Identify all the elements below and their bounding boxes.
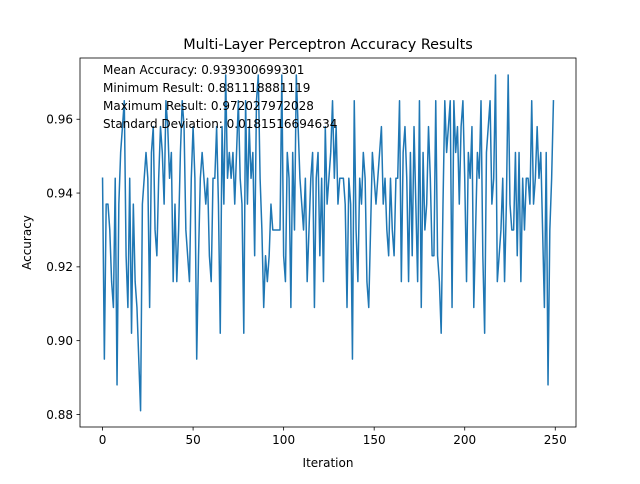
x-tick-label: 250	[544, 433, 567, 447]
x-tick-label: 100	[272, 433, 295, 447]
x-axis-ticks: 0 50 100 150 200 250	[99, 427, 567, 447]
y-tick-label: 0.94	[46, 186, 73, 200]
chart-title: Multi-Layer Perceptron Accuracy Results	[183, 37, 473, 53]
y-axis-label: Accuracy	[20, 215, 34, 270]
axes-frame	[79, 57, 577, 428]
x-tick-label: 50	[185, 433, 200, 447]
maximum-result-text: Maximum Result: 0.972027972028	[103, 99, 314, 113]
series-line	[101, 74, 555, 412]
plot-area	[101, 74, 555, 412]
y-tick-label: 0.96	[46, 113, 73, 127]
y-tick-label: 0.92	[46, 260, 73, 274]
y-tick-label: 0.90	[46, 334, 73, 348]
x-tick-label: 200	[453, 433, 476, 447]
x-tick-label: 150	[363, 433, 386, 447]
x-axis-label: Iteration	[303, 456, 354, 470]
y-tick-label: 0.88	[46, 408, 73, 422]
x-tick-label: 0	[99, 433, 107, 447]
stats-annotations: Mean Accuracy: 0.939300699301 Minimum Re…	[103, 63, 337, 131]
y-axis-ticks: 0.88 0.90 0.92 0.94 0.96	[46, 113, 80, 422]
standard-deviation-text: Standard Deviation: 0.0181516694634	[103, 117, 337, 131]
minimum-result-text: Minimum Result: 0.881118881119	[103, 81, 310, 95]
mean-accuracy-text: Mean Accuracy: 0.939300699301	[103, 63, 304, 77]
